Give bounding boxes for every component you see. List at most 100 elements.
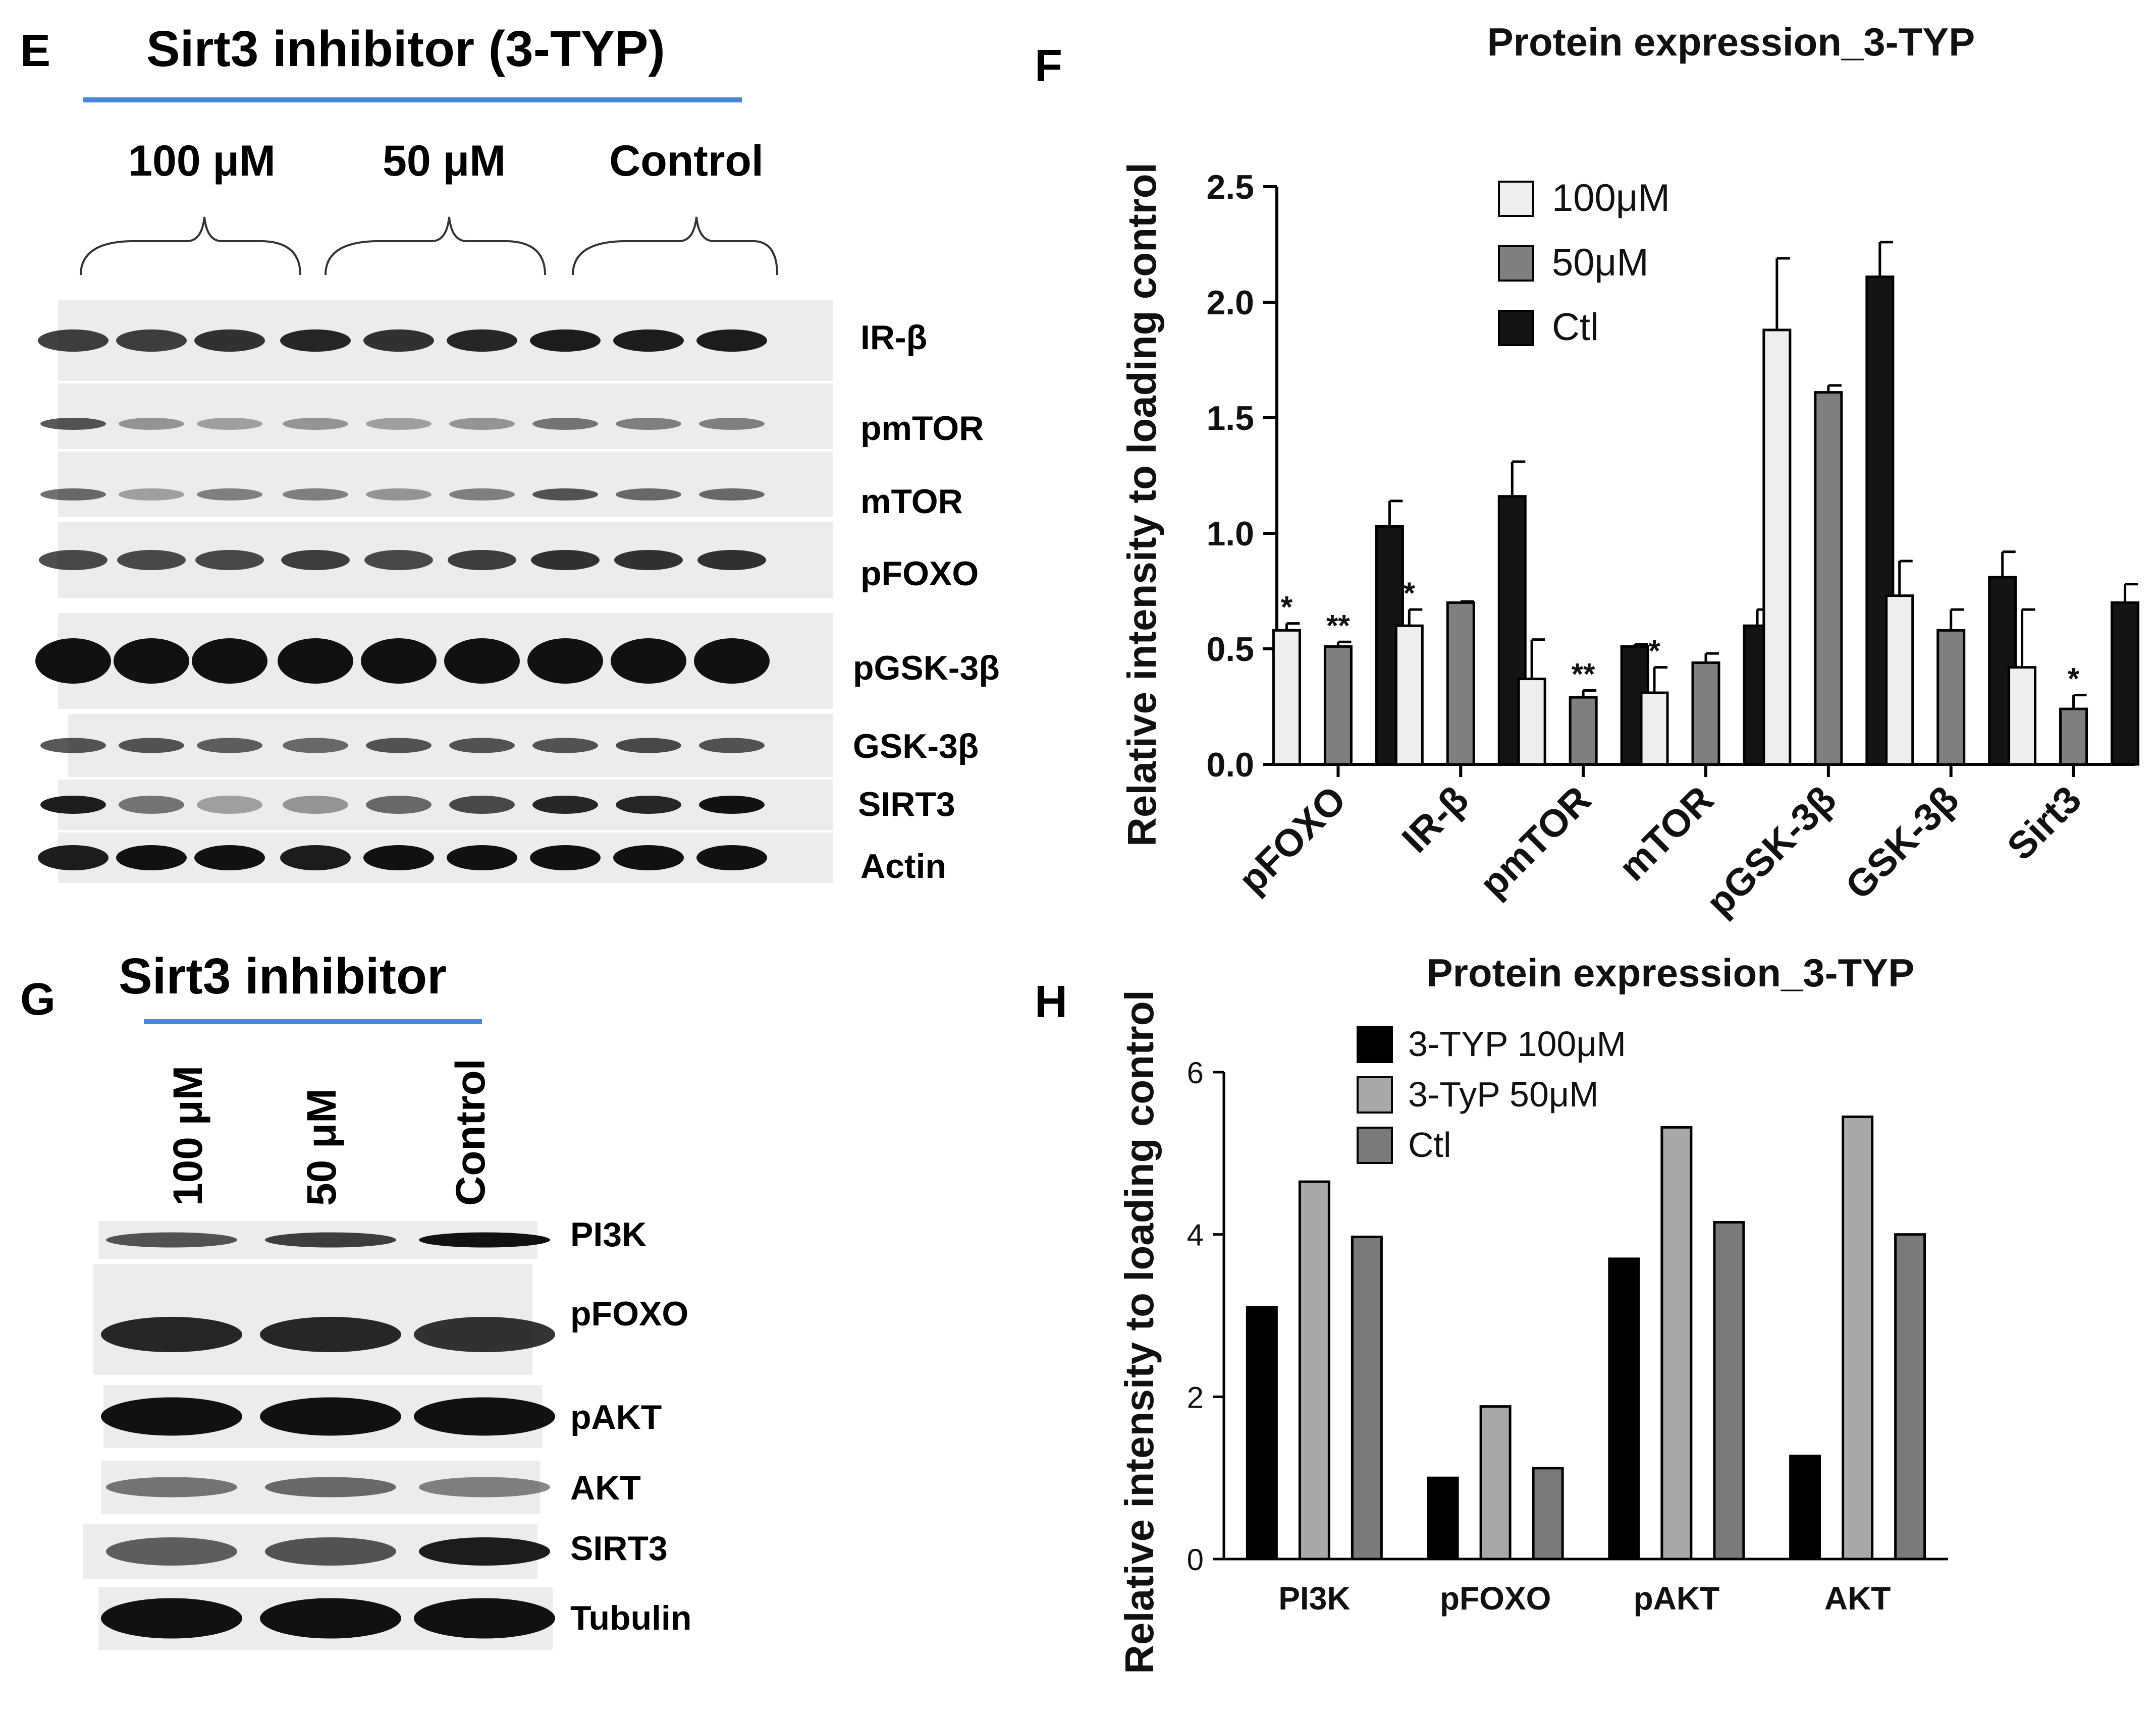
bar	[2111, 601, 2140, 766]
blot-band	[39, 550, 107, 570]
blot-band	[694, 638, 770, 684]
bar	[1713, 1221, 1745, 1561]
panel-e-group-label: 100 μM	[128, 137, 276, 185]
blot-band	[106, 1537, 237, 1566]
blot-band	[699, 738, 765, 753]
significance-label: *	[1404, 576, 1416, 610]
bar	[1640, 691, 1669, 766]
blot-band	[260, 1598, 401, 1639]
bar	[1789, 1455, 1821, 1561]
bar	[1608, 1257, 1640, 1561]
bar	[1446, 601, 1475, 766]
chart-f-title: Protein expression_3-TYP	[1487, 20, 1975, 64]
blot-row-label: SIRT3	[570, 1529, 668, 1568]
blot-band	[448, 550, 516, 570]
blot-band	[414, 1598, 555, 1639]
blot-band	[116, 845, 187, 870]
blot-row-label: SIRT3	[858, 785, 955, 823]
blot-band	[194, 329, 265, 352]
blot-band	[616, 488, 681, 501]
panel-letter-e: E	[20, 26, 51, 76]
bar	[1427, 1476, 1459, 1561]
bar	[1936, 629, 1966, 766]
blot-band	[449, 738, 515, 753]
blot-band	[106, 1232, 237, 1248]
blot-row-label: pFOXO	[860, 554, 979, 593]
blot-band	[447, 845, 517, 870]
blot-band	[197, 488, 262, 501]
x-tick-label: PI3K	[1278, 1580, 1350, 1617]
blot-band	[119, 418, 184, 430]
blot-band	[35, 638, 111, 684]
x-tick-label: AKT	[1824, 1580, 1891, 1617]
bar	[1479, 1405, 1512, 1561]
blot-band	[366, 796, 432, 814]
blot-band	[366, 488, 432, 501]
blot-band	[532, 796, 598, 814]
blot-band	[195, 550, 264, 570]
blot-band	[611, 638, 686, 684]
lane-label: 100 μM	[165, 1066, 211, 1206]
blot-band	[697, 550, 766, 570]
blot-band	[283, 488, 348, 501]
blot-band	[40, 796, 106, 814]
blot-band	[696, 845, 767, 870]
blot-band	[532, 488, 598, 501]
y-tick-label: 2.0	[1206, 284, 1254, 322]
significance-label: *	[1281, 590, 1293, 624]
bar	[1394, 624, 1424, 766]
bar	[1517, 678, 1546, 766]
legend-label: 100μM	[1552, 177, 1670, 219]
blot-row-label: GSK-3β	[853, 727, 979, 765]
significance-label: *	[1648, 634, 1660, 668]
blot-band	[361, 638, 437, 684]
blot-band	[117, 550, 186, 570]
y-tick-label: 6	[1187, 1056, 1204, 1090]
blot-band	[613, 329, 684, 352]
blot-band	[447, 329, 517, 352]
blot-band	[106, 1477, 237, 1497]
blot-band	[699, 418, 765, 430]
blot-strip	[58, 383, 833, 449]
blot-row-label: Tubulin	[570, 1599, 692, 1637]
y-tick-label: 2.5	[1206, 168, 1254, 206]
chart-f-ylabel: Relative intensity to loading control	[1119, 162, 1164, 847]
legend-swatch	[1357, 1026, 1393, 1063]
y-tick-label: 0.5	[1206, 630, 1254, 669]
blot-band	[119, 796, 184, 814]
blot-band	[38, 845, 109, 870]
blot-band	[363, 845, 434, 870]
bar	[1660, 1126, 1693, 1561]
blot-band	[40, 488, 106, 501]
y-tick-label: 4	[1187, 1218, 1204, 1252]
blot-band	[101, 1598, 242, 1639]
blot-band	[616, 738, 681, 753]
blot-band	[265, 1232, 396, 1248]
blot-band	[449, 488, 515, 501]
blot-band	[194, 845, 265, 870]
blot-band	[449, 796, 515, 814]
bar	[1762, 328, 1792, 766]
blot-band	[265, 1477, 396, 1497]
group-brace	[325, 216, 546, 275]
blot-band	[613, 845, 684, 870]
blot-band	[40, 738, 106, 753]
blot-band	[260, 1397, 401, 1436]
blot-row-label: pmTOR	[860, 409, 984, 448]
panel-g-title: Sirt3 inhibitor	[119, 948, 447, 1005]
blot-band	[280, 845, 351, 870]
blot-strip	[58, 452, 833, 517]
blot-band	[363, 329, 434, 352]
y-tick-label: 0.0	[1206, 746, 1254, 784]
blot-row-label: PI3K	[570, 1215, 647, 1254]
chart-h-ylabel: Relative intensity to loading control	[1117, 990, 1162, 1674]
group-brace	[572, 216, 778, 275]
legend-label: 50μM	[1552, 241, 1649, 284]
blot-band	[197, 418, 262, 430]
blot-band	[699, 796, 765, 814]
blot-band	[532, 738, 598, 753]
blot-band	[119, 738, 184, 753]
